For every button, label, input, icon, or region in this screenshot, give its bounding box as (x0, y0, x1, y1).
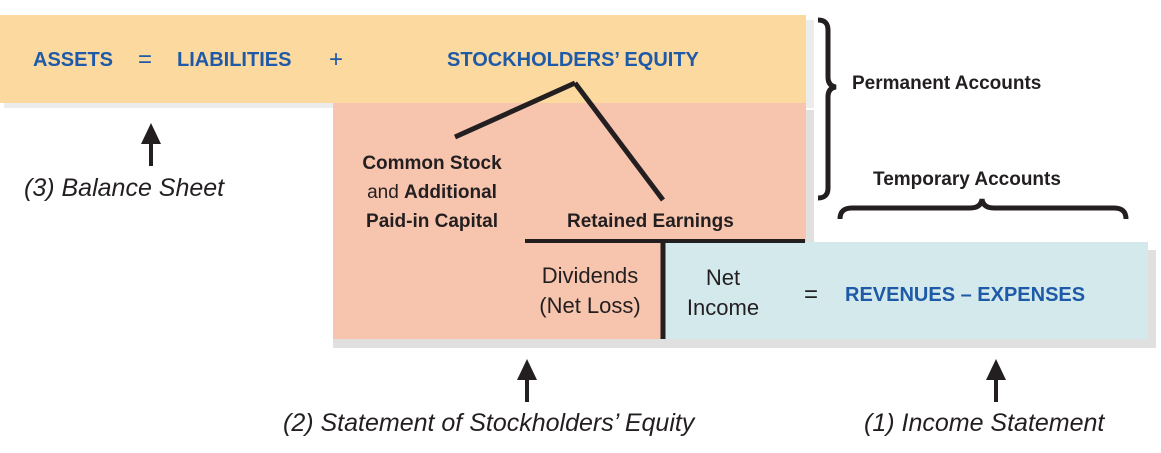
dividends-line-2: (Net Loss) (539, 293, 641, 318)
temporary-bracket (837, 198, 1129, 220)
income-statement-arrow (986, 359, 1006, 402)
stockholders-equity-label: STOCKHOLDERS’ EQUITY (447, 49, 699, 71)
net-income-label: Net Income (668, 263, 778, 323)
common-stock-line-2-bold: Additional (404, 182, 497, 203)
balance-sheet-arrow (141, 123, 161, 166)
temporary-accounts-label: Temporary Accounts (873, 169, 1061, 190)
common-stock-line-2: and Additional (336, 178, 528, 207)
income-statement-label: (1) Income Statement (864, 409, 1105, 437)
stockholders-equity-statement-label: (2) Statement of Stockholders’ Equity (283, 409, 695, 437)
balance-sheet-label: (3) Balance Sheet (24, 174, 225, 202)
income-equals-sign: = (804, 281, 819, 308)
net-income-line-2: Income (686, 295, 760, 320)
common-stock-line-2-prefix: and (367, 182, 405, 203)
assets-band (0, 15, 806, 103)
permanent-accounts-label: Permanent Accounts (852, 73, 1042, 94)
common-stock-line-1: Common Stock (362, 153, 502, 174)
equation-plus-sign: + (329, 46, 344, 73)
net-income-line-1: Net (705, 265, 741, 290)
net-income-block (662, 242, 1148, 339)
equity-split-line-left (453, 80, 577, 140)
liabilities-label: LIABILITIES (177, 49, 292, 71)
dividends-line-1: Dividends (541, 263, 639, 288)
equation-equals-sign: = (138, 46, 153, 73)
stockholders-equity-arrow (517, 359, 537, 402)
retained-earnings-label: Retained Earnings (567, 211, 734, 232)
dividends-label: Dividends (Net Loss) (522, 261, 658, 321)
common-stock-line-3: Paid-in Capital (366, 211, 498, 232)
equity-split-line-right (573, 81, 665, 202)
assets-label: ASSETS (33, 49, 114, 71)
common-stock-label: Common Stock and Additional Paid-in Capi… (336, 149, 528, 236)
permanent-bracket (817, 17, 837, 201)
revenues-expenses-label: REVENUES – EXPENSES (845, 284, 1086, 306)
